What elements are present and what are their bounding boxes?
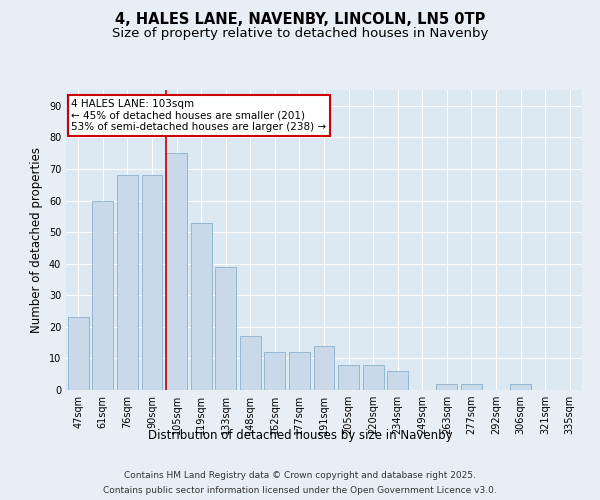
Bar [68,318,89,390]
Text: Size of property relative to detached houses in Navenby: Size of property relative to detached ho… [112,28,488,40]
Text: 4, HALES LANE, NAVENBY, LINCOLN, LN5 0TP: 4, HALES LANE, NAVENBY, LINCOLN, LN5 0TP [115,12,485,28]
Bar [166,153,187,390]
Bar [510,384,531,390]
Text: Contains public sector information licensed under the Open Government Licence v3: Contains public sector information licen… [103,486,497,495]
Bar [362,364,383,390]
Bar [289,352,310,390]
Bar [314,346,334,390]
Bar [461,384,482,390]
Text: Distribution of detached houses by size in Navenby: Distribution of detached houses by size … [148,428,452,442]
Text: Contains HM Land Registry data © Crown copyright and database right 2025.: Contains HM Land Registry data © Crown c… [124,471,476,480]
Bar [142,176,163,390]
Text: 4 HALES LANE: 103sqm
← 45% of detached houses are smaller (201)
53% of semi-deta: 4 HALES LANE: 103sqm ← 45% of detached h… [71,99,326,132]
Bar [338,364,359,390]
Bar [215,267,236,390]
Bar [92,200,113,390]
Bar [240,336,261,390]
Bar [117,176,138,390]
Bar [436,384,457,390]
Bar [387,371,408,390]
Y-axis label: Number of detached properties: Number of detached properties [30,147,43,333]
Bar [191,222,212,390]
Bar [265,352,286,390]
